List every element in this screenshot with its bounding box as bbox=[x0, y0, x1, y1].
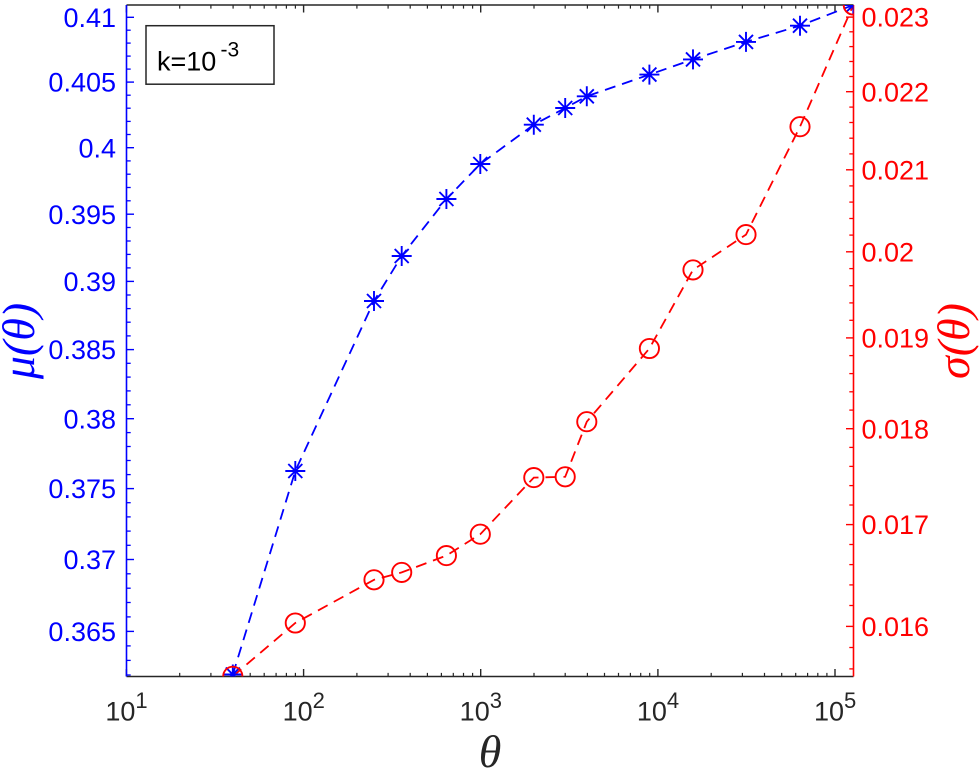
svg-text:4: 4 bbox=[667, 688, 679, 713]
svg-text:μ(θ): μ(θ) bbox=[0, 303, 44, 380]
svg-text:0.38: 0.38 bbox=[63, 404, 116, 434]
svg-text:-3: -3 bbox=[221, 39, 240, 62]
svg-text:0.405: 0.405 bbox=[48, 68, 116, 98]
svg-text:0.37: 0.37 bbox=[63, 545, 116, 575]
svg-text:2: 2 bbox=[313, 688, 325, 713]
svg-text:0.021: 0.021 bbox=[862, 155, 930, 185]
svg-text:10: 10 bbox=[814, 697, 844, 727]
svg-text:0.4: 0.4 bbox=[78, 133, 116, 163]
svg-text:0.023: 0.023 bbox=[862, 3, 930, 33]
svg-text:0.365: 0.365 bbox=[48, 617, 116, 647]
svg-text:10: 10 bbox=[105, 697, 135, 727]
svg-text:0.022: 0.022 bbox=[862, 77, 930, 107]
svg-text:0.395: 0.395 bbox=[48, 200, 116, 230]
svg-text:10: 10 bbox=[637, 697, 667, 727]
svg-text:3: 3 bbox=[490, 688, 502, 713]
svg-text:θ: θ bbox=[479, 726, 502, 771]
svg-text:σ(θ): σ(θ) bbox=[928, 303, 979, 379]
svg-text:k=10: k=10 bbox=[157, 46, 216, 76]
svg-text:1: 1 bbox=[135, 688, 147, 713]
svg-text:0.016: 0.016 bbox=[862, 612, 930, 642]
svg-text:5: 5 bbox=[844, 688, 856, 713]
svg-text:0.39: 0.39 bbox=[63, 267, 116, 297]
svg-text:0.385: 0.385 bbox=[48, 335, 116, 365]
svg-text:0.017: 0.017 bbox=[862, 510, 930, 540]
svg-text:0.019: 0.019 bbox=[862, 324, 930, 354]
svg-text:0.375: 0.375 bbox=[48, 474, 116, 504]
svg-text:0.41: 0.41 bbox=[63, 3, 116, 33]
svg-text:10: 10 bbox=[460, 697, 490, 727]
svg-text:0.02: 0.02 bbox=[862, 237, 915, 267]
svg-text:0.018: 0.018 bbox=[862, 414, 930, 444]
svg-text:10: 10 bbox=[283, 697, 313, 727]
